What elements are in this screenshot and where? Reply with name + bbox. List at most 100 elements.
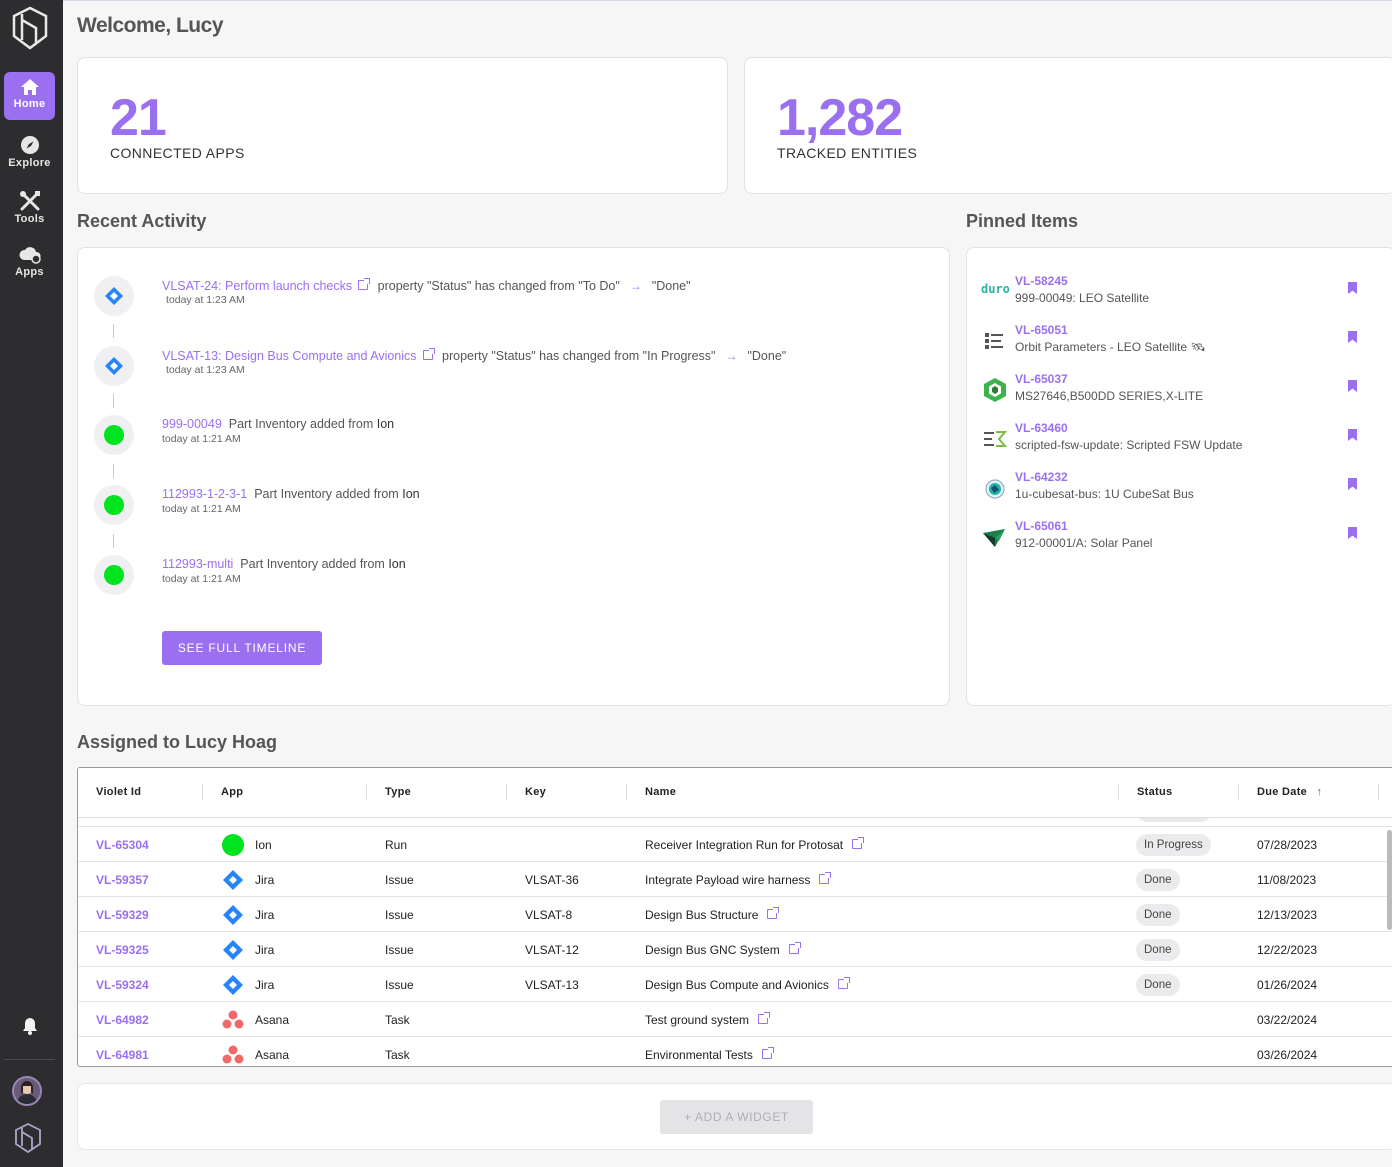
column-header-key[interactable]: Key [525, 786, 547, 798]
row-violet-id[interactable]: VL-65304 [96, 838, 149, 852]
pinned-item[interactable]: VL-63460 scripted-fsw-update: Scripted F… [981, 421, 1377, 465]
row-name[interactable]: Environmental Tests [645, 1048, 753, 1062]
column-separator[interactable] [1378, 784, 1379, 800]
activity-link[interactable]: 112993-1-2-3-1 [162, 487, 248, 501]
column-separator[interactable] [1118, 784, 1119, 800]
violet-logo-icon[interactable] [10, 6, 50, 50]
activity-desc: Part Inventory added from [240, 557, 385, 571]
external-link-icon[interactable] [358, 278, 371, 290]
pinned-item[interactable]: VL-65037 MS27646,B500DD SERIES,X-LITE [981, 372, 1377, 416]
external-link-icon[interactable] [758, 1012, 771, 1024]
nav-home[interactable]: Home [4, 72, 55, 120]
table-row[interactable]: VL-59357 Jira Issue VLSAT-36 Integrate P… [78, 862, 1392, 897]
row-violet-id[interactable]: VL-59329 [96, 908, 149, 922]
pinned-item-name: scripted-fsw-update: Scripted FSW Update [1015, 438, 1243, 452]
table-scrollbar[interactable] [1387, 830, 1392, 930]
list-icon [985, 333, 1003, 349]
row-app: Asana [255, 1013, 290, 1027]
jira-icon [223, 905, 243, 925]
row-name[interactable]: Design Bus Structure [645, 908, 759, 922]
activity-desc: Part Inventory added from [254, 487, 399, 501]
table-row[interactable]: VL-59324 Jira Issue VLSAT-13 Design Bus … [78, 967, 1392, 1002]
nav-apps[interactable]: Apps [4, 238, 55, 286]
external-link-icon[interactable] [837, 977, 850, 989]
pinned-item[interactable]: VL-65051 Orbit Parameters - LEO Satellit… [981, 323, 1377, 367]
row-due-date: 12/13/2023 [1257, 908, 1318, 922]
table-row[interactable]: VL-59329 Jira Issue VLSAT-8 Design Bus S… [78, 897, 1392, 932]
pinned-item[interactable]: VL-65061 912-00001/A: Solar Panel [981, 519, 1377, 563]
column-header-status[interactable]: Status [1137, 786, 1173, 798]
nav-explore[interactable]: Explore [4, 129, 55, 177]
activity-link[interactable]: 112993-multi [162, 557, 234, 571]
row-due-date: 12/22/2023 [1257, 943, 1318, 957]
column-header-due-date[interactable]: Due Date ↑ [1257, 786, 1322, 798]
bell-icon[interactable] [20, 1016, 40, 1036]
bookmark-icon[interactable] [1348, 282, 1357, 294]
activity-desc: property "Status" has changed from "To D… [377, 279, 620, 293]
external-link-icon[interactable] [422, 348, 435, 360]
row-name[interactable]: Design Bus Compute and Avionics [645, 978, 829, 992]
external-link-icon[interactable] [767, 907, 780, 919]
column-header-name[interactable]: Name [645, 786, 677, 798]
activity-link[interactable]: 999-00049 [162, 417, 222, 431]
recent-activity-title: Recent Activity [77, 211, 207, 231]
external-link-icon[interactable] [852, 837, 865, 849]
pinned-item-id[interactable]: VL-65051 [1015, 323, 1068, 337]
violet-small-logo-icon[interactable] [14, 1123, 42, 1153]
external-link-icon[interactable] [761, 1047, 774, 1059]
row-violet-id[interactable]: VL-59357 [96, 873, 149, 887]
column-separator[interactable] [1238, 784, 1239, 800]
see-full-timeline-button[interactable]: SEE FULL TIMELINE [162, 631, 322, 665]
activity-link[interactable]: VLSAT-24: Perform launch checks [162, 279, 353, 293]
external-link-icon[interactable] [819, 872, 832, 884]
pinned-item[interactable]: VL-64232 1u-cubesat-bus: 1U CubeSat Bus [981, 470, 1377, 514]
bookmark-icon[interactable] [1348, 478, 1357, 490]
activity-new-value: "Done" [747, 349, 787, 363]
column-separator[interactable] [366, 784, 367, 800]
column-separator[interactable] [202, 784, 203, 800]
pinned-item-id[interactable]: VL-65037 [1015, 372, 1068, 386]
sort-ascending-icon[interactable]: ↑ [1316, 786, 1323, 798]
activity-time: today at 1:23 AM [166, 364, 245, 376]
row-name[interactable]: Test ground system [645, 1013, 750, 1027]
table-row[interactable]: VL-59325 Jira Issue VLSAT-12 Design Bus … [78, 932, 1392, 967]
table-row[interactable]: VL-64981 Asana Task Environmental Tests … [78, 1037, 1392, 1066]
activity-link[interactable]: VLSAT-13: Design Bus Compute and Avionic… [162, 349, 417, 363]
row-violet-id[interactable]: VL-64982 [96, 1013, 149, 1027]
column-separator[interactable] [506, 784, 507, 800]
pinned-item[interactable]: duro VL-58245 999-00049: LEO Satellite [981, 274, 1377, 318]
row-violet-id[interactable]: VL-59324 [96, 978, 149, 992]
row-name[interactable]: Design Bus GNC System [645, 943, 780, 957]
nav-tools[interactable]: Tools [4, 185, 55, 233]
nav-home-label: Home [13, 98, 46, 110]
page-title: Welcome, Lucy [77, 14, 224, 37]
column-header-app[interactable]: App [221, 786, 244, 798]
activity-item: VLSAT-13: Design Bus Compute and Avionic… [94, 346, 934, 406]
table-row[interactable]: VL-65304 Ion Run Receiver Integration Ru… [78, 827, 1392, 862]
row-name[interactable]: Receiver Integration Run for Protosat [645, 838, 844, 852]
row-app: Asana [255, 1048, 290, 1062]
row-name[interactable]: Integrate Payload wire harness [645, 873, 811, 887]
bookmark-icon[interactable] [1348, 331, 1357, 343]
column-header-type[interactable]: Type [385, 786, 412, 798]
add-widget-card: + ADD A WIDGET [77, 1083, 1392, 1150]
activity-icon [94, 485, 134, 525]
add-widget-button[interactable]: + ADD A WIDGET [660, 1100, 813, 1134]
pinned-item-id[interactable]: VL-58245 [1015, 274, 1068, 288]
user-avatar[interactable] [12, 1076, 42, 1106]
pinned-item-id[interactable]: VL-63460 [1015, 421, 1068, 435]
row-violet-id[interactable]: VL-64981 [96, 1048, 149, 1062]
activity-time: today at 1:21 AM [162, 433, 241, 445]
jira-icon [223, 940, 243, 960]
column-header-violet-id[interactable]: Violet Id [96, 786, 142, 798]
bookmark-icon[interactable] [1348, 527, 1357, 539]
table-row[interactable]: VL-64982 Asana Task Test ground system 0… [78, 1002, 1392, 1037]
external-link-icon[interactable] [788, 942, 801, 954]
row-violet-id[interactable]: VL-59325 [96, 943, 149, 957]
bookmark-icon[interactable] [1348, 429, 1357, 441]
pinned-item-id[interactable]: VL-65061 [1015, 519, 1068, 533]
bookmark-icon[interactable] [1348, 380, 1357, 392]
pinned-item-id[interactable]: VL-64232 [1015, 470, 1068, 484]
pinned-item-name: 999-00049: LEO Satellite [1015, 291, 1150, 305]
column-separator[interactable] [626, 784, 627, 800]
